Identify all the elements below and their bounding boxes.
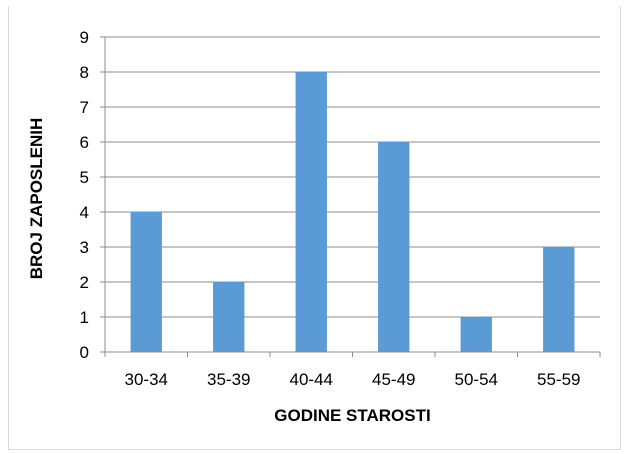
y-tick-label: 4 [80, 203, 89, 222]
bar-45-49 [378, 142, 410, 352]
axes [104, 37, 601, 357]
x-tick-label: 55-59 [537, 370, 580, 389]
x-tick-label: 50-54 [455, 370, 498, 389]
x-tick-label: 30-34 [125, 370, 168, 389]
y-tick-label: 0 [80, 343, 89, 362]
y-tick-label: 5 [80, 168, 89, 187]
gridlines [100, 36, 600, 353]
chart-frame [8, 6, 621, 450]
bar-55-59 [543, 247, 575, 352]
y-tick-label: 2 [80, 273, 89, 292]
y-tick-labels: 0 1 2 3 4 5 6 7 8 9 [80, 28, 89, 362]
x-tick-labels: 30-34 35-39 40-44 45-49 50-54 55-59 [125, 370, 581, 389]
bar-30-34 [130, 212, 162, 352]
y-tick-label: 3 [80, 238, 89, 257]
x-tick-label: 40-44 [290, 370, 333, 389]
bar-50-54 [460, 317, 492, 352]
y-tick-label: 7 [80, 98, 89, 117]
y-tick-label: 8 [80, 63, 89, 82]
bars [130, 72, 575, 352]
x-tick-label: 35-39 [207, 370, 250, 389]
bar-35-39 [213, 282, 245, 352]
y-tick-label: 6 [80, 133, 89, 152]
x-tick-label: 45-49 [372, 370, 415, 389]
y-axis-title: BROJ ZAPOSLENIH [27, 118, 46, 280]
x-axis-title: GODINE STAROSTI [274, 406, 430, 425]
bar-40-44 [295, 72, 327, 352]
y-tick-label: 1 [80, 308, 89, 327]
y-tick-label: 9 [80, 28, 89, 47]
